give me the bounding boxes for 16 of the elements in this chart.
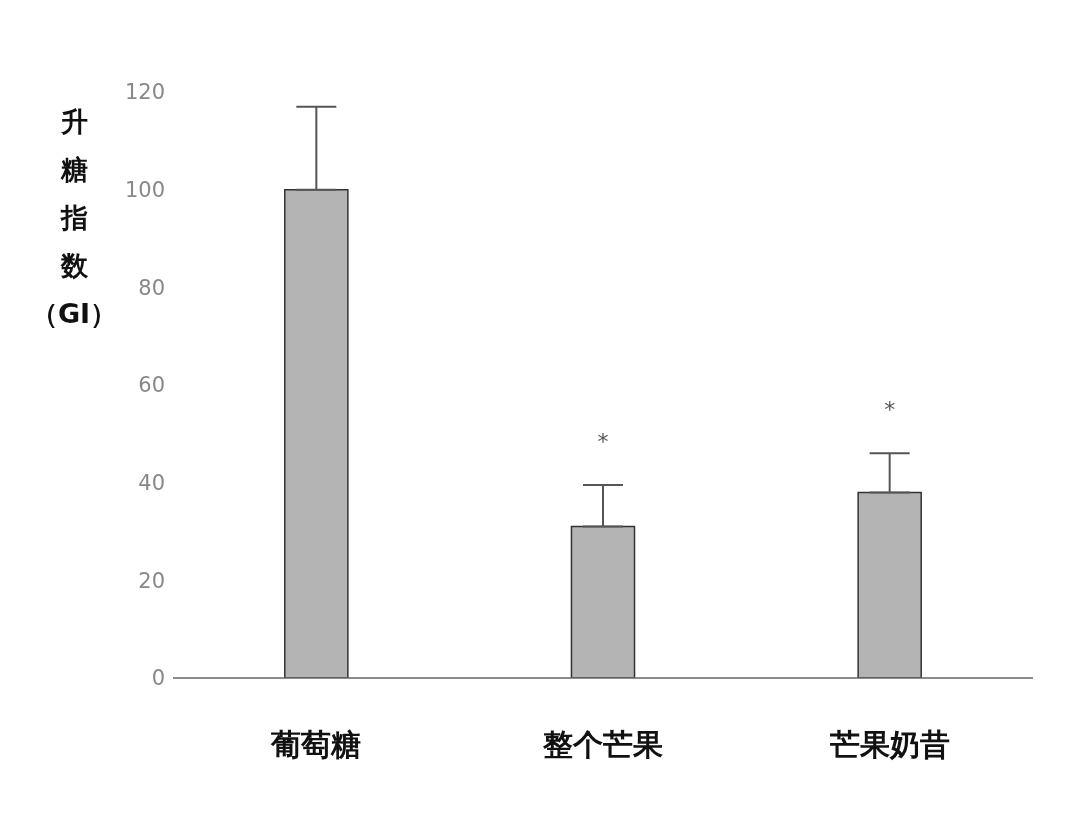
- annotation: *: [597, 429, 609, 455]
- y-tick-label: 40: [138, 471, 165, 496]
- y-tick-label: 60: [138, 373, 165, 398]
- y-axis-title: 升糖指数（GI）: [30, 106, 118, 329]
- y-tick-label: 120: [124, 80, 165, 105]
- x-tick-label: 芒果奶昔: [828, 727, 950, 763]
- bar: [284, 188, 349, 678]
- y-tick-label: 100: [124, 178, 165, 203]
- bar: [570, 525, 636, 678]
- y-tick-label: 20: [138, 568, 165, 593]
- y-tick-label: 80: [138, 275, 165, 300]
- annotation: *: [884, 397, 896, 423]
- x-tick-label: 葡萄糖: [270, 727, 362, 763]
- x-tick-label: 整个芒果: [542, 727, 663, 763]
- bar: [857, 491, 922, 678]
- y-tick-label: 0: [151, 666, 165, 691]
